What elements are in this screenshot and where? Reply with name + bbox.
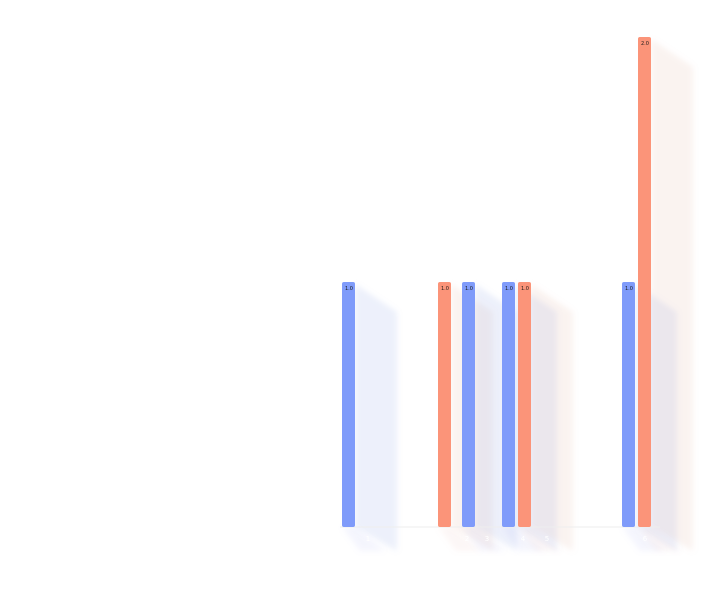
bar-base-shadow: [638, 527, 681, 551]
bar-base-shadow: [342, 527, 385, 551]
bar-shadow: [651, 39, 693, 551]
bar: [518, 282, 531, 527]
bar-value-label: 1.0: [441, 286, 449, 292]
bar-value-label: 1.0: [521, 286, 529, 292]
category-tick-label: 5: [545, 535, 549, 543]
category-tick-label: 3: [485, 535, 489, 543]
bar-value-label: 1.0: [345, 286, 353, 292]
bar-shadow: [355, 284, 397, 551]
bar-value-label: 1.0: [465, 286, 473, 292]
bar: [462, 282, 475, 527]
bar-value-label: 1.0: [625, 286, 633, 292]
bar: [342, 282, 355, 527]
category-labels: 1 2 3 4 5 6: [366, 535, 648, 543]
bars: 1.0 1.0 1.0 1.0 1.0 1.0 2.0: [342, 37, 651, 527]
category-tick-label: 4: [521, 535, 526, 543]
category-tick-label: 2: [465, 535, 469, 543]
category-tick-label: 1: [366, 535, 370, 543]
bar-value-label: 2.0: [641, 41, 649, 47]
bar-base-shadow: [518, 527, 561, 551]
bar-base-shadow: [462, 527, 505, 551]
bar: [622, 282, 635, 527]
bar-value-label: 1.0: [505, 286, 513, 292]
bar: [638, 37, 651, 527]
bar: [502, 282, 515, 527]
bar: [438, 282, 451, 527]
bar-shadow: [531, 284, 573, 551]
category-tick-label: 6: [643, 535, 648, 543]
bar-base-shadow: [438, 527, 481, 551]
